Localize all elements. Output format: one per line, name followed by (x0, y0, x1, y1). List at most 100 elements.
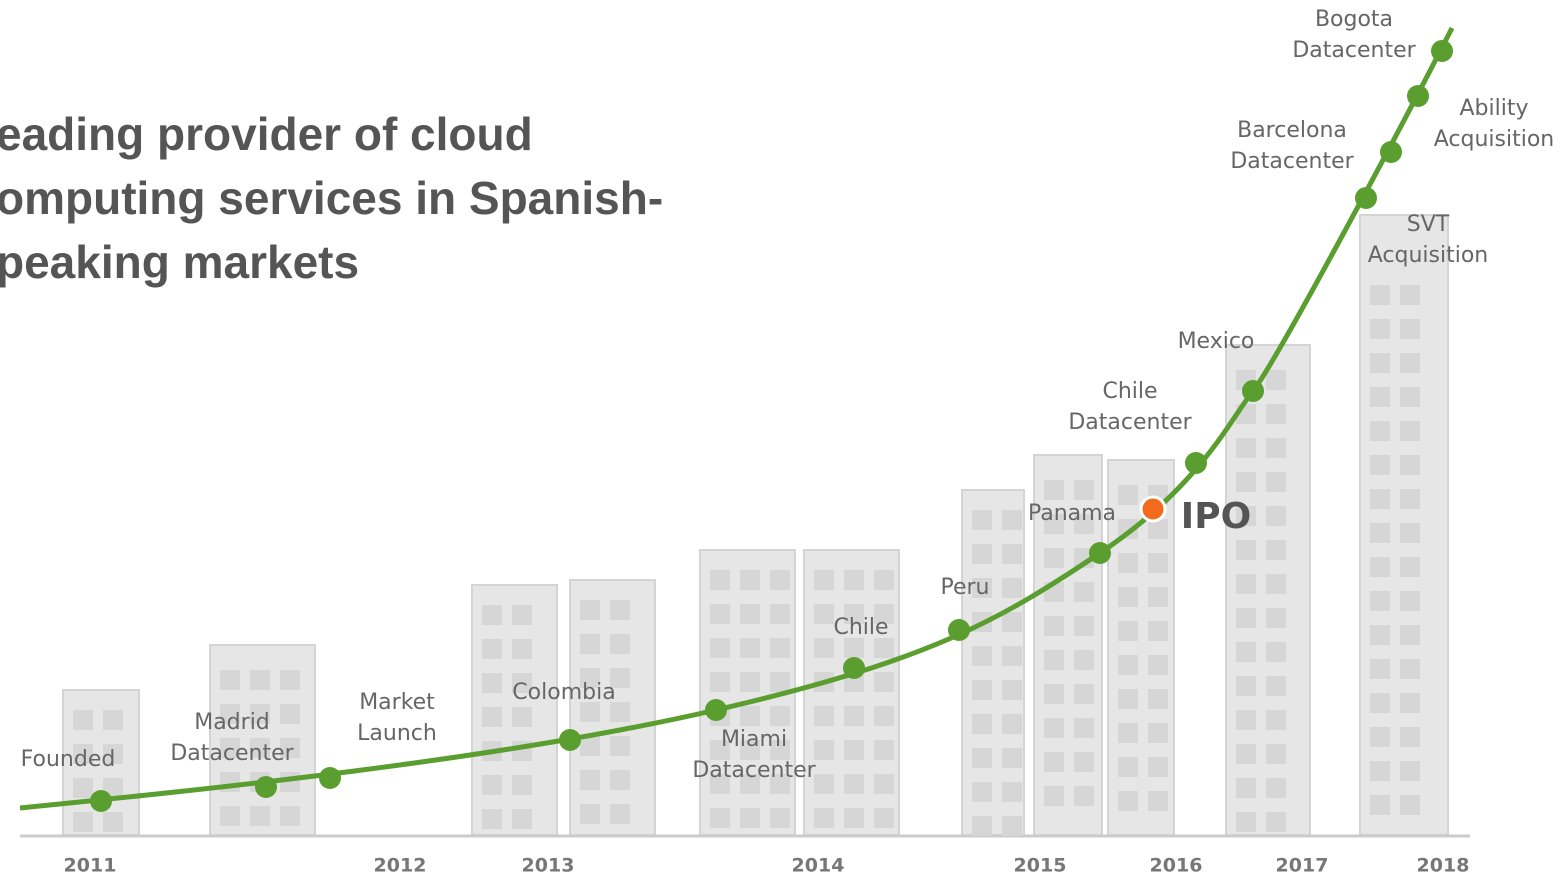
milestone-dot (1185, 452, 1207, 474)
window (1074, 752, 1094, 772)
milestone-dot (319, 767, 341, 789)
milestone-label: Launch (357, 721, 437, 746)
window (73, 744, 93, 764)
window (710, 740, 730, 760)
milestone-label: Chile (833, 615, 888, 640)
window (1002, 544, 1022, 564)
window (1002, 612, 1022, 632)
window (972, 680, 992, 700)
milestone-label: Founded (21, 747, 116, 772)
window (740, 740, 760, 760)
window (814, 808, 834, 828)
buildings (20, 214, 1470, 838)
milestone-label: Datacenter (170, 741, 294, 766)
window (610, 702, 630, 722)
window (1266, 812, 1286, 832)
year-label: 2017 (1276, 855, 1329, 877)
milestone-dot (255, 776, 277, 798)
window (1002, 748, 1022, 768)
headline: omputing services in Spanish- (0, 172, 663, 224)
window (710, 774, 730, 794)
window (1236, 676, 1256, 696)
window (1266, 778, 1286, 798)
window (482, 605, 502, 625)
window (1400, 353, 1420, 373)
window (1044, 718, 1064, 738)
window (874, 672, 894, 692)
window (1148, 553, 1168, 573)
window (1236, 472, 1256, 492)
window (1002, 646, 1022, 666)
headline: eading provider of cloud (0, 108, 533, 160)
window (1400, 795, 1420, 815)
window (972, 646, 992, 666)
milestone-label: Bogota (1315, 7, 1393, 32)
year-label: 2013 (522, 855, 575, 877)
milestone-label: SVT (1407, 212, 1450, 237)
window (610, 736, 630, 756)
window (512, 809, 532, 829)
milestone-label: Acquisition (1434, 127, 1555, 152)
window (740, 604, 760, 624)
window (1118, 757, 1138, 777)
window (482, 639, 502, 659)
window (1266, 540, 1286, 560)
window (103, 710, 123, 730)
window (770, 638, 790, 658)
window (874, 774, 894, 794)
window (1370, 387, 1390, 407)
window (844, 570, 864, 590)
window (1118, 621, 1138, 641)
window (1148, 757, 1168, 777)
window (103, 812, 123, 832)
window (874, 808, 894, 828)
window (580, 634, 600, 654)
window (1148, 655, 1168, 675)
milestone-dot (1380, 141, 1402, 163)
window (814, 740, 834, 760)
milestone-dot (90, 790, 112, 812)
window (1044, 548, 1064, 568)
window (1074, 684, 1094, 704)
milestone-label: Chile (1102, 379, 1157, 404)
window (1074, 616, 1094, 636)
window (1400, 693, 1420, 713)
window (1400, 421, 1420, 441)
milestone-label: Datacenter (1068, 410, 1192, 435)
window (1400, 625, 1420, 645)
window (1002, 714, 1022, 734)
window (844, 706, 864, 726)
window (1002, 782, 1022, 802)
milestone-label: Market (359, 690, 435, 715)
window (580, 600, 600, 620)
window (1370, 489, 1390, 509)
milestone-dot (559, 729, 581, 751)
window (1236, 812, 1256, 832)
window (710, 672, 730, 692)
milestone-label: Miami (721, 727, 787, 752)
window (770, 570, 790, 590)
window (770, 706, 790, 726)
window (814, 774, 834, 794)
window (710, 570, 730, 590)
window (482, 775, 502, 795)
window (740, 570, 760, 590)
window (1266, 744, 1286, 764)
window (1236, 778, 1256, 798)
window (1074, 786, 1094, 806)
window (73, 710, 93, 730)
window (770, 808, 790, 828)
window (482, 809, 502, 829)
year-label: 2015 (1014, 855, 1067, 877)
window (1370, 659, 1390, 679)
milestone-dot (1431, 40, 1453, 62)
window (1148, 587, 1168, 607)
window (814, 638, 834, 658)
window (844, 740, 864, 760)
window (740, 672, 760, 692)
window (610, 668, 630, 688)
window (512, 639, 532, 659)
window (1002, 510, 1022, 530)
window (1266, 506, 1286, 526)
window (220, 704, 240, 724)
